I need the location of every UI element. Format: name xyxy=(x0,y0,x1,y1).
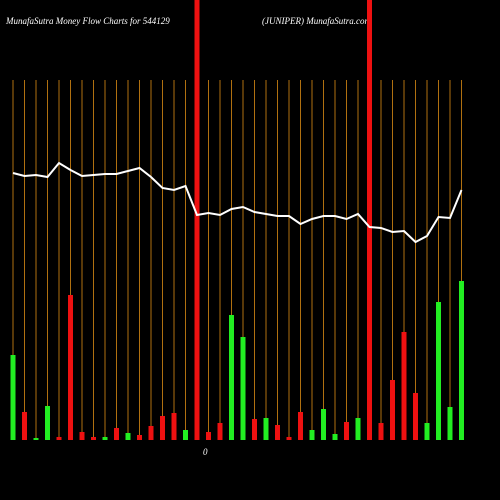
bar xyxy=(22,412,27,440)
bar xyxy=(206,432,211,440)
bar xyxy=(68,295,73,440)
bar xyxy=(309,430,315,440)
bar xyxy=(148,426,154,440)
bar xyxy=(33,438,39,440)
bar xyxy=(10,355,16,440)
bar xyxy=(344,422,349,440)
bar xyxy=(321,409,326,440)
bar xyxy=(275,425,280,440)
bar xyxy=(424,423,430,440)
bar xyxy=(390,380,395,440)
bar xyxy=(91,437,96,440)
bar xyxy=(171,413,177,440)
bar xyxy=(298,412,303,440)
price-line xyxy=(12,161,463,244)
bar xyxy=(79,432,85,440)
zero-label: 0 xyxy=(203,447,208,457)
bar xyxy=(229,315,234,440)
bar xyxy=(240,337,246,440)
chart-subtitle: (JUNIPER) MunafaSutra.com xyxy=(262,16,371,26)
chart-title: MunafaSutra Money Flow Charts for 544129 xyxy=(5,16,170,26)
bar xyxy=(263,418,269,440)
bar xyxy=(447,407,453,440)
bar xyxy=(137,435,142,440)
bar xyxy=(56,437,62,440)
bar xyxy=(102,437,108,440)
bar xyxy=(378,423,384,440)
bar xyxy=(194,0,200,440)
bar xyxy=(286,437,292,440)
bar xyxy=(401,332,407,440)
bar xyxy=(114,428,119,440)
bar xyxy=(355,418,361,440)
bar xyxy=(45,406,50,440)
bar xyxy=(367,0,372,440)
bar xyxy=(436,302,441,440)
bar xyxy=(332,434,338,440)
bar xyxy=(252,419,257,440)
bar xyxy=(217,423,223,440)
bar xyxy=(413,393,418,440)
bar xyxy=(183,430,188,440)
bar xyxy=(160,416,165,440)
bar xyxy=(125,433,131,440)
bar xyxy=(459,281,464,440)
